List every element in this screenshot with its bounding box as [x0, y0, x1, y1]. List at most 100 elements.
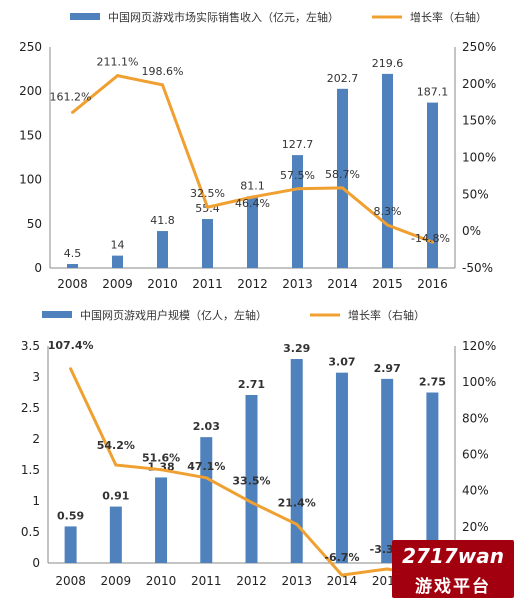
- bar-data-label: 0.91: [102, 490, 129, 503]
- bar-data-label: 187.1: [417, 86, 449, 99]
- bar: [247, 196, 258, 268]
- bar: [200, 437, 213, 563]
- bar: [112, 255, 123, 268]
- growth-rate-point: [385, 567, 389, 571]
- x-axis-tick-label: 2008: [55, 574, 86, 588]
- bar: [245, 394, 258, 563]
- x-axis-tick-label: 2010: [146, 574, 177, 588]
- growth-rate-point: [71, 110, 74, 114]
- x-axis-tick-label: 2015: [372, 277, 403, 291]
- growth-rate-point: [386, 223, 389, 227]
- right-axis-tick-label: 0%: [462, 224, 481, 238]
- watermark-line1: 2717wan: [402, 544, 504, 568]
- growth-rate-point: [250, 500, 253, 504]
- right-axis-tick-label: 120%: [462, 339, 496, 353]
- x-axis-tick-label: 2013: [281, 574, 312, 588]
- bar-data-label: 41.8: [150, 214, 175, 227]
- line-data-label: 107.4%: [48, 339, 94, 352]
- x-axis-tick-label: 2008: [57, 277, 88, 291]
- x-axis-tick-label: 2014: [327, 277, 358, 291]
- left-axis-tick-label: 1.5: [21, 463, 40, 477]
- line-data-label: 46.4%: [235, 197, 270, 210]
- growth-rate-point: [340, 573, 344, 577]
- left-axis-tick-label: 200: [19, 84, 42, 98]
- bar-data-label: 81.1: [240, 179, 265, 192]
- line-data-label: 47.1%: [187, 460, 225, 473]
- left-axis-tick-label: 50: [27, 217, 42, 231]
- left-axis-tick-label: 150: [19, 128, 42, 142]
- bar: [337, 88, 348, 268]
- line-data-label: 21.4%: [278, 496, 316, 509]
- x-axis-tick-label: 2014: [327, 574, 358, 588]
- right-axis-tick-label: 100%: [462, 375, 496, 389]
- bar-data-label: 0.59: [57, 509, 84, 522]
- x-axis-tick-label: 2016: [417, 277, 448, 291]
- left-axis-tick-label: 0.5: [21, 525, 40, 539]
- left-axis-tick-label: 0: [32, 556, 40, 570]
- left-axis-tick-label: 3: [32, 370, 40, 384]
- x-axis-tick-label: 2012: [236, 574, 267, 588]
- right-axis-tick-label: 50%: [462, 187, 489, 201]
- bar: [157, 231, 168, 268]
- x-axis-tick-label: 2013: [282, 277, 313, 291]
- bar: [427, 102, 438, 268]
- right-axis-tick-label: 80%: [462, 411, 489, 425]
- bar-data-label: 3.29: [283, 342, 310, 355]
- line-data-label: 57.5%: [280, 169, 315, 182]
- right-axis-tick-label: 200%: [462, 77, 496, 91]
- line-data-label: 51.6%: [142, 452, 180, 465]
- bar: [292, 155, 303, 268]
- bar-data-label: 2.71: [238, 378, 265, 391]
- bar-data-label: 202.7: [327, 72, 359, 85]
- legend-bar-swatch: [42, 311, 72, 318]
- line-data-label: 54.2%: [97, 439, 135, 452]
- left-axis-tick-label: 2: [32, 432, 40, 446]
- growth-rate-point: [204, 476, 208, 480]
- growth-rate-point: [206, 205, 209, 209]
- bar: [290, 359, 303, 563]
- growth-rate-point: [251, 195, 254, 199]
- line-data-label: 211.1%: [97, 56, 139, 69]
- left-axis-tick-label: 1: [32, 494, 40, 508]
- x-axis-tick-label: 2009: [102, 277, 133, 291]
- line-data-label: -14.8%: [411, 232, 450, 245]
- legend-line-label: 增长率（右轴）: [410, 10, 487, 24]
- right-axis-tick-label: -50%: [462, 261, 493, 275]
- line-data-label: 8.3%: [374, 205, 402, 218]
- line-data-label: 33.5%: [232, 474, 270, 487]
- x-axis-tick-label: 2011: [192, 277, 223, 291]
- bar-data-label: 2.75: [419, 376, 446, 389]
- left-axis-tick-label: 250: [19, 40, 42, 54]
- line-data-label: 161.2%: [50, 90, 92, 103]
- bar: [426, 392, 439, 563]
- bar: [109, 506, 122, 563]
- x-axis-tick-label: 2010: [147, 277, 178, 291]
- bar-data-label: 127.7: [282, 138, 314, 151]
- growth-rate-point: [159, 468, 163, 472]
- left-axis-tick-label: 3.5: [21, 339, 40, 353]
- bar-data-label: 14: [111, 239, 125, 252]
- growth-rate-point: [296, 187, 299, 191]
- bar: [382, 73, 393, 268]
- bar: [155, 477, 168, 563]
- legend-bar-swatch: [70, 13, 100, 20]
- right-axis-tick-label: 100%: [462, 151, 496, 165]
- legend-bar-label: 中国网页游戏用户规模（亿人，左轴）: [80, 308, 267, 322]
- legend-line-label: 增长率（右轴）: [348, 308, 425, 322]
- x-axis-tick-label: 2012: [237, 277, 268, 291]
- bar: [202, 219, 213, 268]
- watermark-line2: 游戏平台: [415, 577, 491, 597]
- left-axis-tick-label: 2.5: [21, 401, 40, 415]
- growth-rate-point: [161, 83, 164, 87]
- right-axis-tick-label: 20%: [462, 520, 489, 534]
- bar-data-label: 219.6: [372, 57, 404, 70]
- bar-data-label: 3.07: [328, 356, 355, 369]
- bar-data-label: 2.03: [193, 420, 220, 433]
- legend-bar-label: 中国网页游戏市场实际销售收入（亿元，左轴）: [108, 10, 339, 24]
- bar: [64, 526, 77, 563]
- x-axis-tick-label: 2011: [191, 574, 222, 588]
- growth-rate-point: [295, 522, 299, 526]
- x-axis-tick-label: 2009: [101, 574, 132, 588]
- line-data-label: -6.7%: [324, 551, 359, 564]
